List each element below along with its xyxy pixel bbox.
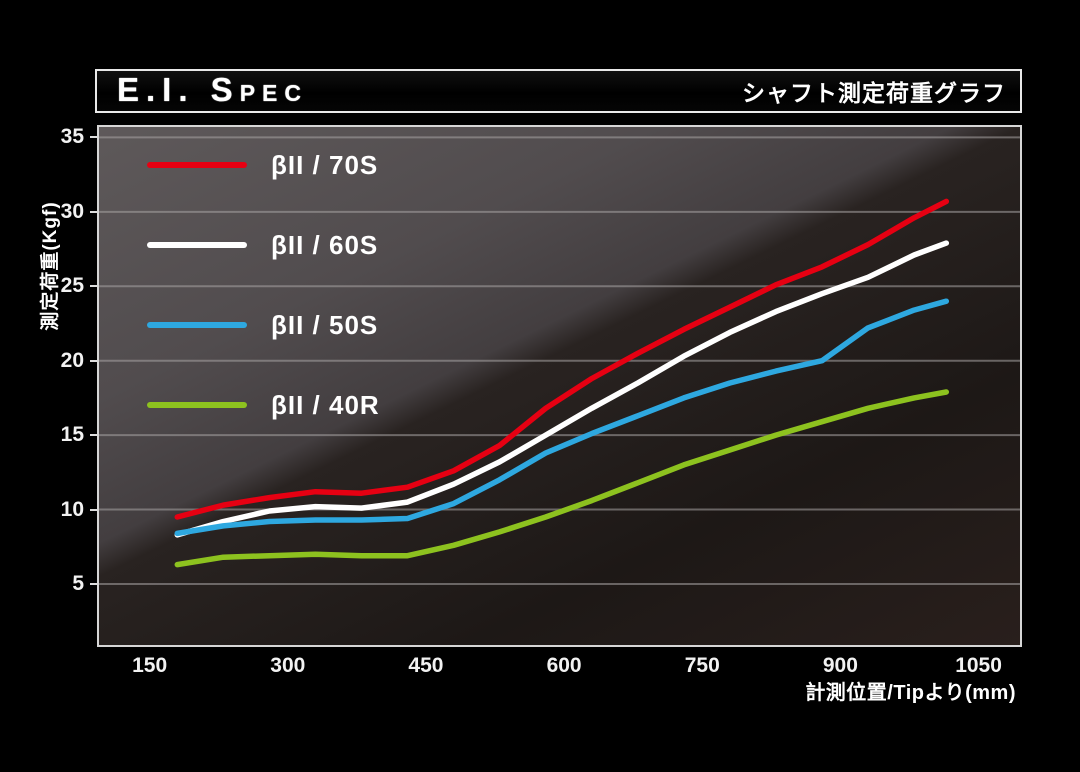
- x-tick-label: 900: [822, 654, 858, 677]
- line-chart: [99, 136, 1020, 585]
- x-tick-label: 1050: [955, 654, 1002, 677]
- legend-line-swatch-white: [147, 242, 247, 248]
- chart-subtitle: シャフト測定荷重グラフ: [742, 80, 1006, 106]
- y-tick-mark: [90, 210, 97, 213]
- x-tick-label: 750: [684, 654, 720, 677]
- legend-label: βII / 50S: [271, 309, 379, 340]
- legend-line-swatch-red: [147, 162, 247, 168]
- plot-area: βII / 70S βII / 60S βII / 50S βII / 40R: [97, 125, 1022, 647]
- y-tick-label: 25: [60, 274, 84, 298]
- x-tick-label: 600: [546, 654, 582, 677]
- series-line-3: [174, 298, 950, 537]
- y-tick-label: 5: [72, 571, 84, 595]
- chart-header-bar: E.I. Spec シャフト測定荷重グラフ: [95, 69, 1022, 113]
- series-line-2: [174, 240, 950, 538]
- y-tick-mark: [90, 359, 97, 362]
- y-tick-label: 35: [60, 125, 84, 149]
- legend-label: βII / 40R: [271, 389, 380, 420]
- y-tick-mark: [90, 136, 97, 139]
- x-tick-label: 450: [408, 654, 444, 677]
- series-line-4: [174, 389, 950, 568]
- x-axis-title: 計測位置/Tipより(mm): [805, 682, 1016, 704]
- legend-item-40r: βII / 40R: [147, 388, 380, 422]
- y-tick-mark: [90, 582, 97, 585]
- y-tick-label: 10: [60, 497, 84, 521]
- legend-label: βII / 70S: [271, 149, 379, 180]
- y-tick-mark: [90, 434, 97, 437]
- legend-line-swatch-green: [147, 402, 247, 408]
- x-tick-label: 150: [132, 654, 168, 677]
- legend-item-60s: βII / 60S: [147, 228, 378, 262]
- y-tick-label: 20: [60, 348, 84, 372]
- y-tick-label: 15: [60, 423, 84, 447]
- legend-label: βII / 60S: [271, 229, 379, 260]
- y-tick-mark: [90, 508, 97, 511]
- legend-item-50s: βII / 50S: [147, 308, 378, 342]
- y-tick-label: 30: [60, 199, 84, 223]
- chart-title: E.I. Spec: [117, 70, 308, 108]
- x-tick-label: 300: [270, 654, 306, 677]
- legend-line-swatch-blue: [147, 322, 247, 328]
- y-tick-mark: [90, 285, 97, 288]
- series-line-1: [174, 198, 950, 520]
- legend-item-70s: βII / 70S: [147, 148, 378, 182]
